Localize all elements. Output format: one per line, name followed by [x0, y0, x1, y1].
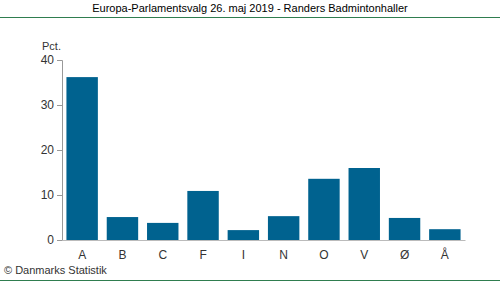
bar [228, 230, 259, 240]
x-tick-label: V [360, 248, 368, 262]
plot: 0 10 20 30 40 A B C F I N O V Ø Å [41, 53, 466, 261]
bar [389, 218, 420, 240]
y-tick-label: 40 [41, 53, 55, 67]
bar [349, 168, 380, 240]
y-axis-title: Pct. [42, 40, 61, 52]
title: Europa-Parlamentsvalg 26. maj 2019 - Ran… [92, 2, 408, 14]
y-tick-mark [57, 105, 62, 106]
y-tick-label: 20 [41, 143, 55, 157]
x-tick: A [78, 240, 86, 262]
source-note: © Danmarks Statistik [4, 264, 107, 276]
x-tick: O [319, 240, 328, 262]
x-tick: F [199, 240, 206, 262]
x-axis-line [63, 240, 466, 241]
bar [147, 223, 178, 240]
y-tick-mark [57, 240, 62, 241]
y-tick: 10 [41, 188, 62, 202]
x-tick: V [360, 240, 368, 262]
bar [187, 191, 218, 240]
bar [107, 217, 138, 240]
y-axis: 0 10 20 30 40 [41, 53, 63, 247]
y-tick: 30 [41, 98, 62, 112]
x-tick-label: A [78, 248, 86, 262]
chart: Europa-Parlamentsvalg 26. maj 2019 - Ran… [0, 0, 500, 282]
x-tick: I [242, 240, 245, 262]
bar [66, 77, 97, 240]
y-tick-label: 0 [47, 233, 54, 247]
y-tick: 0 [47, 233, 62, 247]
header-rule [0, 17, 500, 18]
footer-rule [0, 280, 500, 281]
y-tick: 20 [41, 143, 62, 157]
x-tick-label: Å [441, 247, 449, 262]
x-tick-label: N [279, 248, 288, 262]
x-tick-label: C [158, 248, 167, 262]
x-axis: ABCFINOVØÅ [63, 240, 466, 262]
y-tick-label: 30 [41, 98, 55, 112]
bars [66, 77, 460, 240]
y-tick-mark [57, 195, 62, 196]
x-tick-label: F [199, 248, 206, 262]
y-axis-line [57, 61, 63, 241]
y-tick-mark [57, 150, 62, 151]
x-tick-label: I [242, 248, 245, 262]
x-tick: B [118, 240, 126, 262]
x-tick-label: Ø [400, 248, 409, 262]
x-tick: N [279, 240, 288, 262]
y-tick-label: 10 [41, 188, 55, 202]
y-tick: 40 [41, 53, 62, 67]
y-tick-mark [57, 60, 62, 61]
x-tick: C [158, 240, 167, 262]
bar [308, 179, 339, 240]
bar [429, 229, 460, 240]
x-tick-label: O [319, 248, 328, 262]
x-tick: Å [441, 240, 449, 262]
x-tick: Ø [400, 240, 409, 262]
x-tick-label: B [118, 248, 126, 262]
bar [268, 216, 299, 240]
